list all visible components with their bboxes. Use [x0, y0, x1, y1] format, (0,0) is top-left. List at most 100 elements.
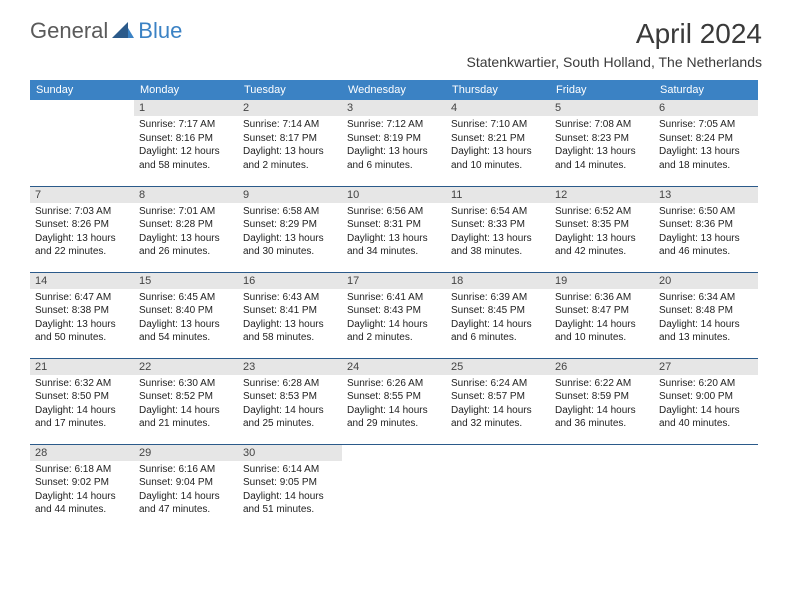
day-number: 11 — [446, 187, 550, 203]
day-number: 7 — [30, 187, 134, 203]
day-cell: 9Sunrise: 6:58 AMSunset: 8:29 PMDaylight… — [238, 186, 342, 272]
day-number: 4 — [446, 100, 550, 116]
day-number: 22 — [134, 359, 238, 375]
day-body: Sunrise: 6:52 AMSunset: 8:35 PMDaylight:… — [550, 203, 654, 261]
day-cell: 12Sunrise: 6:52 AMSunset: 8:35 PMDayligh… — [550, 186, 654, 272]
day-cell: 18Sunrise: 6:39 AMSunset: 8:45 PMDayligh… — [446, 272, 550, 358]
day-cell: 15Sunrise: 6:45 AMSunset: 8:40 PMDayligh… — [134, 272, 238, 358]
day-cell: 25Sunrise: 6:24 AMSunset: 8:57 PMDayligh… — [446, 358, 550, 444]
week-row: 21Sunrise: 6:32 AMSunset: 8:50 PMDayligh… — [30, 358, 758, 444]
day-number: 6 — [654, 100, 758, 116]
day-cell: 29Sunrise: 6:16 AMSunset: 9:04 PMDayligh… — [134, 444, 238, 530]
day-number: 14 — [30, 273, 134, 289]
day-cell: 30Sunrise: 6:14 AMSunset: 9:05 PMDayligh… — [238, 444, 342, 530]
day-cell: 4Sunrise: 7:10 AMSunset: 8:21 PMDaylight… — [446, 100, 550, 186]
day-number: 5 — [550, 100, 654, 116]
week-row: 1Sunrise: 7:17 AMSunset: 8:16 PMDaylight… — [30, 100, 758, 186]
logo-triangle-icon — [112, 20, 134, 43]
day-cell — [654, 444, 758, 530]
day-cell: 27Sunrise: 6:20 AMSunset: 9:00 PMDayligh… — [654, 358, 758, 444]
week-row: 28Sunrise: 6:18 AMSunset: 9:02 PMDayligh… — [30, 444, 758, 530]
day-body: Sunrise: 6:34 AMSunset: 8:48 PMDaylight:… — [654, 289, 758, 347]
day-cell: 8Sunrise: 7:01 AMSunset: 8:28 PMDaylight… — [134, 186, 238, 272]
day-body: Sunrise: 7:03 AMSunset: 8:26 PMDaylight:… — [30, 203, 134, 261]
day-number: 30 — [238, 445, 342, 461]
day-number: 12 — [550, 187, 654, 203]
day-cell: 19Sunrise: 6:36 AMSunset: 8:47 PMDayligh… — [550, 272, 654, 358]
day-number: 18 — [446, 273, 550, 289]
day-cell: 6Sunrise: 7:05 AMSunset: 8:24 PMDaylight… — [654, 100, 758, 186]
day-number: 10 — [342, 187, 446, 203]
day-body: Sunrise: 6:24 AMSunset: 8:57 PMDaylight:… — [446, 375, 550, 433]
day-number: 8 — [134, 187, 238, 203]
day-body: Sunrise: 6:54 AMSunset: 8:33 PMDaylight:… — [446, 203, 550, 261]
day-number: 21 — [30, 359, 134, 375]
day-body: Sunrise: 6:20 AMSunset: 9:00 PMDaylight:… — [654, 375, 758, 433]
week-row: 14Sunrise: 6:47 AMSunset: 8:38 PMDayligh… — [30, 272, 758, 358]
day-body: Sunrise: 7:12 AMSunset: 8:19 PMDaylight:… — [342, 116, 446, 174]
day-number: 13 — [654, 187, 758, 203]
day-body: Sunrise: 7:05 AMSunset: 8:24 PMDaylight:… — [654, 116, 758, 174]
day-number: 27 — [654, 359, 758, 375]
day-body: Sunrise: 6:14 AMSunset: 9:05 PMDaylight:… — [238, 461, 342, 519]
header-bar: General Blue April 2024 Statenkwartier, … — [0, 0, 792, 74]
week-row: 7Sunrise: 7:03 AMSunset: 8:26 PMDaylight… — [30, 186, 758, 272]
day-body: Sunrise: 6:36 AMSunset: 8:47 PMDaylight:… — [550, 289, 654, 347]
day-number: 26 — [550, 359, 654, 375]
location-text: Statenkwartier, South Holland, The Nethe… — [467, 54, 762, 70]
dow-cell: Sunday — [30, 80, 134, 100]
day-number: 16 — [238, 273, 342, 289]
day-cell — [342, 444, 446, 530]
day-body: Sunrise: 6:39 AMSunset: 8:45 PMDaylight:… — [446, 289, 550, 347]
day-cell — [550, 444, 654, 530]
day-body: Sunrise: 6:43 AMSunset: 8:41 PMDaylight:… — [238, 289, 342, 347]
day-cell: 13Sunrise: 6:50 AMSunset: 8:36 PMDayligh… — [654, 186, 758, 272]
day-body: Sunrise: 6:58 AMSunset: 8:29 PMDaylight:… — [238, 203, 342, 261]
day-cell: 10Sunrise: 6:56 AMSunset: 8:31 PMDayligh… — [342, 186, 446, 272]
calendar-table: SundayMondayTuesdayWednesdayThursdayFrid… — [30, 80, 758, 530]
logo-text-general: General — [30, 18, 108, 44]
day-body: Sunrise: 6:56 AMSunset: 8:31 PMDaylight:… — [342, 203, 446, 261]
day-cell: 26Sunrise: 6:22 AMSunset: 8:59 PMDayligh… — [550, 358, 654, 444]
dow-cell: Friday — [550, 80, 654, 100]
day-body: Sunrise: 7:17 AMSunset: 8:16 PMDaylight:… — [134, 116, 238, 174]
day-cell: 20Sunrise: 6:34 AMSunset: 8:48 PMDayligh… — [654, 272, 758, 358]
day-number: 25 — [446, 359, 550, 375]
dow-cell: Wednesday — [342, 80, 446, 100]
day-number: 19 — [550, 273, 654, 289]
day-cell: 17Sunrise: 6:41 AMSunset: 8:43 PMDayligh… — [342, 272, 446, 358]
day-body: Sunrise: 6:18 AMSunset: 9:02 PMDaylight:… — [30, 461, 134, 519]
day-body: Sunrise: 6:30 AMSunset: 8:52 PMDaylight:… — [134, 375, 238, 433]
day-body: Sunrise: 7:10 AMSunset: 8:21 PMDaylight:… — [446, 116, 550, 174]
day-cell — [30, 100, 134, 186]
day-number: 17 — [342, 273, 446, 289]
day-cell: 23Sunrise: 6:28 AMSunset: 8:53 PMDayligh… — [238, 358, 342, 444]
day-cell: 5Sunrise: 7:08 AMSunset: 8:23 PMDaylight… — [550, 100, 654, 186]
logo-text-blue: Blue — [138, 18, 182, 44]
dow-cell: Monday — [134, 80, 238, 100]
day-cell: 28Sunrise: 6:18 AMSunset: 9:02 PMDayligh… — [30, 444, 134, 530]
day-number: 9 — [238, 187, 342, 203]
day-body: Sunrise: 6:28 AMSunset: 8:53 PMDaylight:… — [238, 375, 342, 433]
day-body: Sunrise: 6:47 AMSunset: 8:38 PMDaylight:… — [30, 289, 134, 347]
day-cell: 22Sunrise: 6:30 AMSunset: 8:52 PMDayligh… — [134, 358, 238, 444]
day-cell: 11Sunrise: 6:54 AMSunset: 8:33 PMDayligh… — [446, 186, 550, 272]
dow-cell: Thursday — [446, 80, 550, 100]
day-body: Sunrise: 6:45 AMSunset: 8:40 PMDaylight:… — [134, 289, 238, 347]
day-cell: 3Sunrise: 7:12 AMSunset: 8:19 PMDaylight… — [342, 100, 446, 186]
day-body: Sunrise: 6:22 AMSunset: 8:59 PMDaylight:… — [550, 375, 654, 433]
day-cell: 24Sunrise: 6:26 AMSunset: 8:55 PMDayligh… — [342, 358, 446, 444]
month-title: April 2024 — [467, 18, 762, 50]
day-number: 1 — [134, 100, 238, 116]
day-body: Sunrise: 6:41 AMSunset: 8:43 PMDaylight:… — [342, 289, 446, 347]
day-number: 29 — [134, 445, 238, 461]
day-number: 3 — [342, 100, 446, 116]
day-body: Sunrise: 6:50 AMSunset: 8:36 PMDaylight:… — [654, 203, 758, 261]
day-cell: 7Sunrise: 7:03 AMSunset: 8:26 PMDaylight… — [30, 186, 134, 272]
day-cell: 21Sunrise: 6:32 AMSunset: 8:50 PMDayligh… — [30, 358, 134, 444]
day-number: 23 — [238, 359, 342, 375]
day-number: 2 — [238, 100, 342, 116]
day-cell: 14Sunrise: 6:47 AMSunset: 8:38 PMDayligh… — [30, 272, 134, 358]
day-number: 15 — [134, 273, 238, 289]
day-body: Sunrise: 7:14 AMSunset: 8:17 PMDaylight:… — [238, 116, 342, 174]
